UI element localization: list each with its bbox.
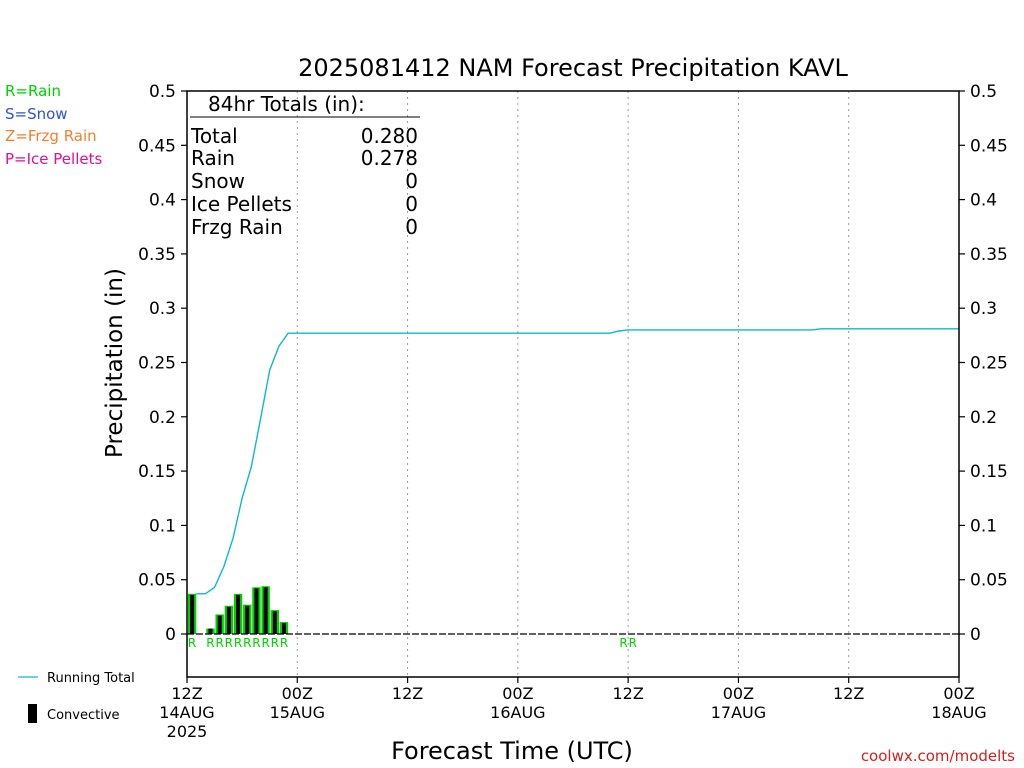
totals-value-rain: 0.278 [361, 146, 418, 170]
convective-bar [263, 587, 268, 634]
x-tick-label: 12Z [392, 684, 423, 703]
x-tick-label: 14AUG [159, 703, 214, 722]
x-tick-label: 2025 [167, 722, 208, 741]
y-tick-label-left: 0.1 [149, 516, 176, 536]
y-tick-label-left: 0.3 [149, 299, 176, 319]
y-tick-label-left: 0.4 [149, 191, 176, 211]
x-tick-label: 17AUG [711, 703, 766, 722]
legend-frzg-rain-key: Z=Frzg Rain [5, 127, 97, 145]
y-tick-label-left: 0 [165, 625, 176, 645]
y-tick-label-left: 0.5 [149, 82, 176, 102]
x-tick-label: 15AUG [270, 703, 325, 722]
convective-legend-label: Convective [47, 708, 120, 723]
x-tick-label: 00Z [723, 684, 754, 703]
y-tick-label-right: 0.2 [970, 408, 997, 428]
x-tick-label: 00Z [943, 684, 974, 703]
totals-label-ice-pellets: Ice Pellets [191, 192, 292, 216]
vertical-grid [296, 91, 850, 677]
totals-label-rain: Rain [191, 146, 235, 170]
y-tick-label-right: 0.45 [970, 136, 1008, 156]
y-tick-label-right: 0.5 [970, 82, 997, 102]
precip-bars [187, 586, 289, 634]
precip-type-label: R [280, 636, 288, 650]
y-tick-label-left: 0.25 [138, 354, 176, 374]
convective-bar [190, 594, 195, 634]
legend-snow-key: S=Snow [5, 105, 68, 123]
plot-frame [186, 90, 960, 678]
precip-type-label: R [206, 636, 214, 650]
precip-type-label: R [629, 636, 637, 650]
y-tick-label-right: 0.3 [970, 299, 997, 319]
y-tick-label-right: 0.35 [970, 245, 1008, 265]
running-total-line [196, 328, 959, 595]
convective-bar [226, 606, 231, 634]
totals-label-snow: Snow [191, 169, 245, 193]
totals-box: 84hr Totals (in): Total 0.280 Rain 0.278… [190, 92, 420, 239]
precip-type-label: R [252, 636, 260, 650]
y-tick-label-right: 0.25 [970, 354, 1008, 374]
y-tick-label-right: 0.4 [970, 191, 997, 211]
x-axis-title: Forecast Time (UTC) [391, 737, 633, 765]
y-tick-label-left: 0.2 [149, 408, 176, 428]
convective-bar [272, 611, 277, 634]
y-tick-label-left: 0.05 [138, 571, 176, 591]
x-tick-label: 12Z [171, 684, 202, 703]
precip-type-label: R [243, 636, 251, 650]
precip-type-label: R [619, 636, 627, 650]
convective-legend-swatch [28, 704, 37, 723]
x-tick-label: 16AUG [490, 703, 545, 722]
y-tick-label-left: 0.45 [138, 136, 176, 156]
y-tick-label-right: 0.05 [970, 571, 1008, 591]
y-axis-right: 0 0.05 0.1 0.15 0.2 0.25 0.3 0.35 0.4 0.45 0.5 [959, 82, 1008, 645]
x-tick-label: 00Z [282, 684, 313, 703]
y-tick-label-right: 0.15 [970, 462, 1008, 482]
totals-value-total: 0.280 [361, 124, 418, 148]
y-tick-label-right: 0.1 [970, 516, 997, 536]
precip-type-label: R [234, 636, 242, 650]
precip-type-label: R [225, 636, 233, 650]
convective-bar [208, 628, 213, 634]
y-tick-label-left: 0.15 [138, 462, 176, 482]
legend-rain-key: R=Rain [5, 82, 61, 100]
y-axis-left: 0 0.05 0.1 0.15 0.2 0.25 0.3 0.35 0.4 0.45 0.5 [138, 82, 187, 645]
precip-type-label: R [261, 636, 269, 650]
totals-label-total: Total [190, 124, 238, 148]
running-total-legend-label: Running Total [47, 671, 135, 686]
y-tick-label-left: 0.35 [138, 245, 176, 265]
x-tick-label: 12Z [612, 684, 643, 703]
y-axis-title: Precipitation (in) [102, 268, 128, 458]
convective-bar [254, 588, 259, 634]
precip-type-label: R [188, 636, 196, 650]
x-tick-label: 00Z [502, 684, 533, 703]
convective-bar [282, 623, 286, 634]
totals-label-frzg-rain: Frzg Rain [191, 215, 283, 239]
convective-bar [245, 605, 250, 634]
y-tick-label-right: 0 [970, 625, 981, 645]
legend-ice-pellets-key: P=Ice Pellets [5, 150, 102, 168]
convective-bar [236, 594, 241, 634]
precip-type-label: R [271, 636, 279, 650]
precip-type-label: R [215, 636, 223, 650]
chart-title: 2025081412 NAM Forecast Precipitation KA… [298, 54, 848, 82]
totals-value-ice-pellets: 0 [405, 192, 418, 216]
watermark: coolwx.com/modelts [861, 747, 1015, 765]
x-tick-label: 18AUG [931, 703, 986, 722]
totals-value-frzg-rain: 0 [405, 215, 418, 239]
totals-value-snow: 0 [405, 169, 418, 193]
convective-bar [217, 615, 222, 634]
x-tick-label: 12Z [833, 684, 864, 703]
totals-header: 84hr Totals (in): [208, 92, 365, 116]
